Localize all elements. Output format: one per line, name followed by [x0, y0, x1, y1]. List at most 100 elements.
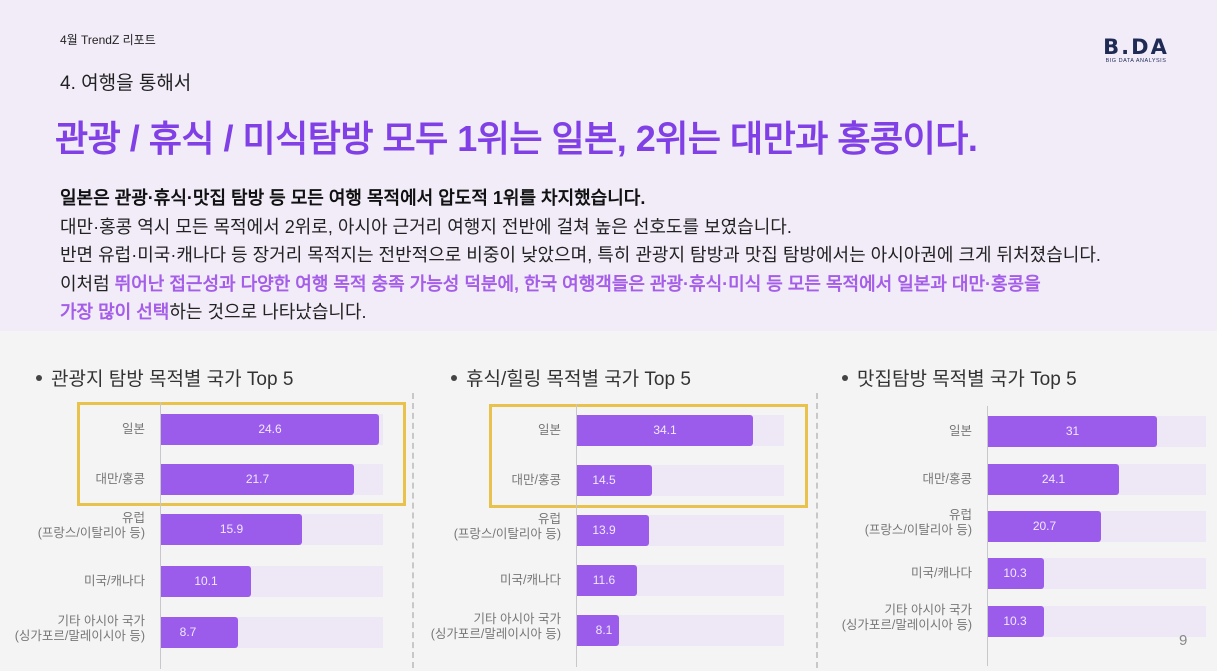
category-label-line2: (프랑스/이탈리아 등): [453, 527, 561, 541]
category-label: 기타 아시아 국가 (싱가포르/말레이시아 등): [431, 612, 561, 642]
category-label-line1: 유럽: [537, 512, 561, 526]
category-label-line2: (싱가포르/말레이시아 등): [14, 629, 145, 643]
bar: [161, 617, 238, 648]
bar-value-label: 15.9: [219, 522, 244, 536]
chart-title: 맛집탐방 목적별 국가 Top 5: [842, 364, 1077, 391]
bar: [161, 414, 379, 445]
chart-divider: [816, 393, 818, 668]
bar-value-label: 8.1: [595, 623, 613, 637]
chart-title-text: 맛집탐방 목적별 국가 Top 5: [857, 369, 1077, 390]
report-label: 4월 TrendZ 리포트: [60, 33, 156, 47]
bar-value-label: 11.6: [592, 573, 616, 587]
y-axis-line: [576, 404, 577, 667]
category-label-line1: 미국/캐나다: [84, 574, 145, 588]
bar: [988, 416, 1157, 447]
category-label-line1: 유럽: [121, 511, 145, 525]
bar-track: 34.1: [577, 415, 784, 446]
chart-bar-row: 대만/홍콩 24.1: [818, 464, 1217, 495]
bda-logo: B.DA BIG DATA ANALYSIS: [1096, 36, 1176, 65]
highlight-box: [77, 402, 406, 506]
highlight-box: [489, 404, 808, 508]
chart-bar-row: 미국/캐나다 10.1: [0, 566, 412, 597]
bar: [577, 515, 649, 546]
bar: [988, 558, 1044, 589]
category-label-line2: (싱가포르/말레이시아 등): [841, 618, 972, 632]
section-label: 4. 여행을 통해서: [60, 73, 192, 94]
summary-line-1: 일본은 관광·휴식·맛집 탐방 등 모든 여행 목적에서 압도적 1위를 차지했…: [60, 188, 646, 208]
summary-line-5-highlight: 가장 많이 선택: [60, 302, 170, 323]
summary-line-5-suffix: 하는 것으로 나타났습니다.: [169, 302, 367, 323]
category-label: 유럽 (프랑스/이탈리아 등): [454, 512, 561, 542]
bar-track: 10.3: [988, 558, 1206, 589]
chart-title: 관광지 탐방 목적별 국가 Top 5: [36, 364, 293, 391]
bar: [988, 464, 1119, 495]
category-label-line2: (프랑스/이탈리아 등): [37, 526, 145, 540]
category-label-line1: 기타 아시아 국가: [57, 614, 145, 628]
bullet-icon: [451, 374, 457, 381]
bar-value-label: 10.3: [1003, 614, 1027, 628]
bar-track: 8.1: [577, 615, 784, 646]
bar-track: 21.7: [161, 464, 383, 495]
bar: [161, 464, 354, 495]
summary-line-3: 반면 유럽·미국·캐나다 등 장거리 목적지는 전반적으로 비중이 낮았으며, …: [60, 245, 1101, 266]
chart-food: 맛집탐방 목적별 국가 Top 5 일본 31 대만/홍콩 24.1 유럽 (프랑스/이탈…: [818, 360, 1217, 671]
category-label: 유럽 (프랑스/이탈리아 등): [38, 511, 145, 541]
bar-value-label: 20.7: [1032, 519, 1057, 533]
category-label-line2: (싱가포르/말레이시아 등): [430, 627, 561, 641]
bar: [577, 415, 753, 446]
category-label: 일본: [538, 423, 561, 438]
bar-track: 10.1: [161, 566, 383, 597]
bar-track: 13.9: [577, 515, 784, 546]
bar-value-label: 34.1: [653, 423, 677, 437]
chart-bar-row: 유럽 (프랑스/이탈리아 등) 20.7: [818, 508, 1217, 542]
category-label: 대만/홍콩: [923, 472, 972, 487]
page-headline: 관광 / 휴식 / 미식탐방 모두 1위는 일본, 2위는 대만과 홍콩이다.: [55, 118, 978, 159]
bar: [577, 465, 652, 496]
bar: [161, 514, 302, 545]
bar-value-label: 8.7: [179, 625, 197, 639]
chart-bar-row: 미국/캐나다 11.6: [414, 565, 816, 596]
bar-track: 15.9: [161, 514, 383, 545]
chart-bar-row: 일본 24.6: [0, 414, 412, 445]
category-label: 일본: [122, 422, 145, 437]
bar-value-label: 24.1: [1041, 472, 1066, 486]
bar-value-label: 21.7: [245, 472, 270, 486]
category-label-line1: 일본: [121, 422, 145, 436]
chart-bar-row: 대만/홍콩 14.5: [414, 465, 816, 496]
summary-line-5: 가장 많이 선택하는 것으로 나타났습니다.: [60, 298, 1101, 327]
category-label-line1: 일본: [948, 424, 972, 438]
bar-value-label: 31: [1065, 424, 1080, 438]
bar-value-label: 10.3: [1003, 566, 1027, 580]
category-label: 대만/홍콩: [512, 473, 561, 488]
logo-main-text: B.DA: [1103, 35, 1169, 59]
bar-track: 24.6: [161, 414, 383, 445]
bar-value-label: 10.1: [194, 574, 218, 588]
category-label: 미국/캐나다: [84, 574, 145, 589]
bar-track: 20.7: [988, 511, 1206, 542]
chart-bar-row: 기타 아시아 국가 (싱가포르/말레이시아 등) 10.3: [818, 603, 1217, 637]
chart-relaxation: 휴식/힐링 목적별 국가 Top 5 일본 34.1 대만/홍콩 14.5 유럽 (프랑스…: [414, 360, 816, 671]
category-label-line1: 미국/캐나다: [500, 573, 561, 587]
y-axis-line: [987, 406, 988, 666]
page-number: 9: [1179, 632, 1188, 649]
bar: [577, 615, 619, 646]
category-label-line2: (프랑스/이탈리아 등): [864, 523, 972, 537]
bar-track: 31: [988, 416, 1206, 447]
category-label-line1: 기타 아시아 국가: [473, 612, 561, 626]
bar-track: 24.1: [988, 464, 1206, 495]
category-label-line1: 대만/홍콩: [922, 472, 972, 486]
category-label: 미국/캐나다: [911, 566, 972, 581]
bar-value-label: 13.9: [592, 523, 616, 537]
bullet-icon: [842, 374, 848, 381]
category-label-line1: 일본: [537, 423, 561, 437]
category-label-line1: 유럽: [948, 508, 972, 522]
bar-track: 11.6: [577, 565, 784, 596]
category-label: 기타 아시아 국가 (싱가포르/말레이시아 등): [15, 614, 145, 644]
summary-line-2: 대만·홍콩 역시 모든 목적에서 2위로, 아시아 근거리 여행지 전반에 걸쳐…: [60, 216, 792, 237]
bar-track: 14.5: [577, 465, 784, 496]
bullet-icon: [36, 374, 42, 381]
chart-bar-row: 일본 31: [818, 416, 1217, 447]
summary-line-4-prefix: 이처럼: [60, 273, 115, 294]
bar: [988, 511, 1101, 542]
chart-bar-row: 일본 34.1: [414, 415, 816, 446]
